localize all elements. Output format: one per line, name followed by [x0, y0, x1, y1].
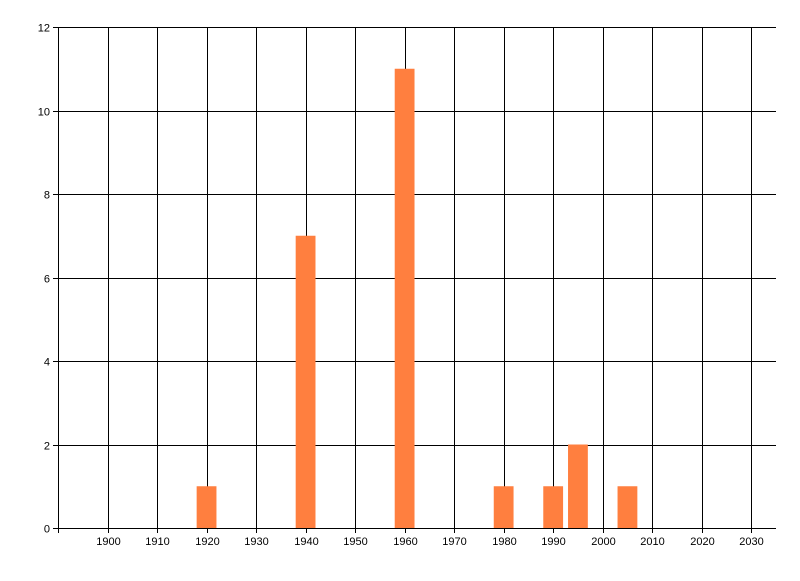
bar-1920: [196, 486, 217, 528]
y-tick-label: 12: [38, 23, 50, 35]
bar-1980: [493, 486, 514, 528]
y-tick-label: 2: [44, 441, 50, 453]
bar-1990: [543, 486, 564, 528]
x-tick-label: 2010: [640, 536, 664, 548]
x-tick-label: 1900: [96, 536, 120, 548]
bars: [196, 68, 638, 528]
x-tick-label: 1940: [294, 536, 318, 548]
y-tick-label: 8: [44, 190, 50, 202]
tick-labels: 0 2 4 6 8 10 12 1900 1910 1920 1930 1940 1950 1960 197…: [38, 23, 764, 549]
x-tick-label: 2030: [739, 536, 763, 548]
x-tick-label: 1990: [541, 536, 565, 548]
x-tick-label: 1910: [145, 536, 169, 548]
x-tick-label: 2020: [690, 536, 714, 548]
axes: [53, 27, 776, 533]
x-tick-label: 1930: [244, 536, 268, 548]
bar-1940: [295, 235, 316, 528]
bar-2005: [617, 486, 638, 528]
x-tick-label: 1970: [442, 536, 466, 548]
x-tick-label: 1960: [393, 536, 417, 548]
x-tick-label: 1980: [492, 536, 516, 548]
y-tick-label: 10: [38, 107, 50, 119]
y-tick-label: 4: [44, 357, 50, 369]
bar-1960: [394, 68, 415, 528]
x-tick-label: 2000: [591, 536, 615, 548]
y-tick-label: 0: [44, 524, 50, 536]
y-tick-label: 6: [44, 274, 50, 286]
bar-1995: [568, 444, 588, 528]
x-tick-label: 1950: [343, 536, 367, 548]
x-tick-label: 1920: [195, 536, 219, 548]
